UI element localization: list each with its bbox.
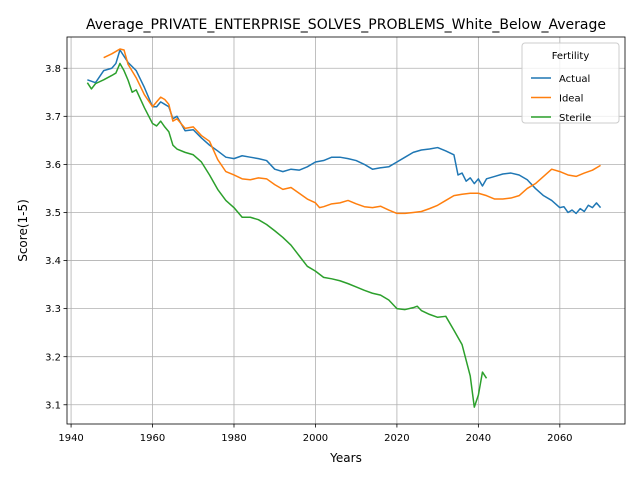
series-line-ideal [103,48,601,215]
x-tick-label: 1960 [140,433,165,444]
y-tick-label: 3.1 [45,400,61,411]
y-tick-label: 3.3 [45,304,61,315]
series-line-sterile [86,62,488,408]
y-tick-label: 3.7 [45,112,61,123]
x-tick-label: 2000 [303,433,328,444]
grid [67,37,625,424]
x-axis: 1940 1960 1980 2000 2020 2040 2060 [58,424,573,444]
legend-label-ideal: Ideal [559,94,583,105]
x-tick-label: 1980 [221,433,246,444]
x-tick-label: 2060 [547,433,572,444]
plot-area [86,48,602,408]
series-line-actual [87,49,602,215]
y-tick-label: 3.2 [45,352,61,363]
x-tick-label: 2040 [466,433,491,444]
y-tick-label: 3.5 [45,208,61,219]
x-tick-label: 2020 [384,433,409,444]
legend-label-sterile: Sterile [559,113,591,124]
legend-box [521,42,620,124]
y-axis: 3.1 3.2 3.3 3.4 3.5 3.6 3.7 3.8 [45,64,67,411]
axes-frame [66,36,626,425]
x-tick-label: 1940 [58,433,83,444]
y-axis-label: Score(1-5) [16,199,30,262]
chart-title: Average_PRIVATE_ENTERPRISE_SOLVES_PROBLE… [86,17,606,33]
legend-label-actual: Actual [559,74,590,85]
legend: Fertility Actual Ideal Sterile [521,42,620,124]
y-tick-label: 3.8 [45,64,61,75]
y-tick-label: 3.4 [45,256,61,267]
y-tick-label: 3.6 [45,160,61,171]
x-axis-label: Years [329,451,362,465]
legend-title: Fertility [552,51,590,62]
